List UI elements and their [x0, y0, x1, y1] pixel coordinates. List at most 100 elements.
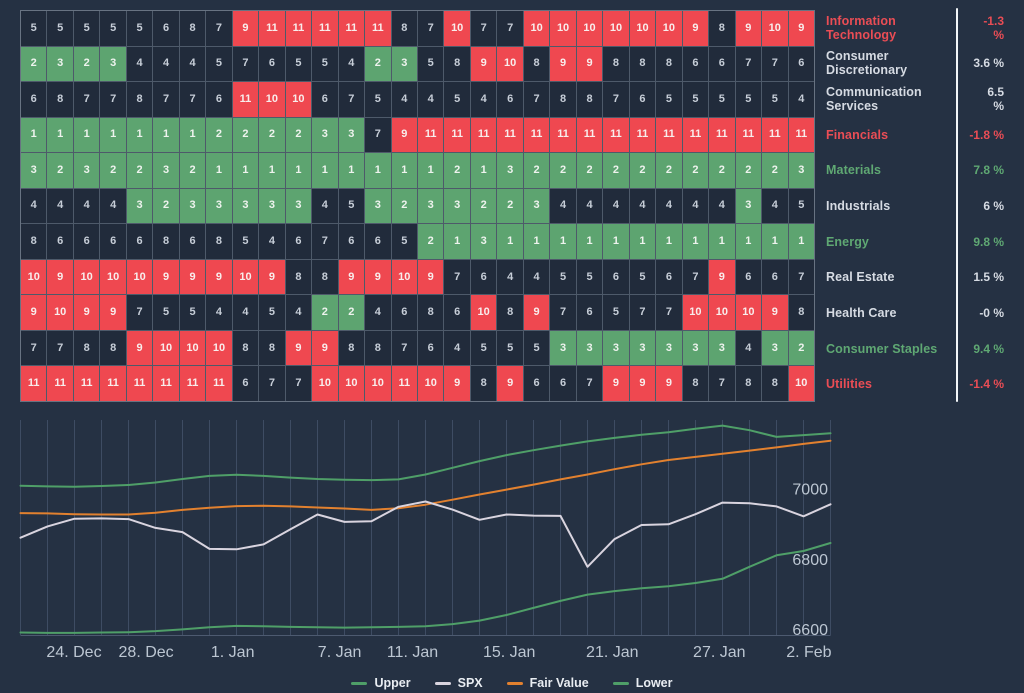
heatmap-cell[interactable]: 8 — [259, 330, 285, 366]
heatmap-cell[interactable]: 10 — [629, 11, 656, 46]
heatmap-cell[interactable]: 8 — [444, 46, 470, 82]
heatmap-cell[interactable]: 7 — [735, 46, 762, 82]
heatmap-cell[interactable]: 5 — [126, 11, 153, 46]
heatmap-cell[interactable]: 2 — [126, 153, 153, 188]
heatmap-cell[interactable]: 5 — [100, 11, 126, 46]
heatmap-cell[interactable]: 7 — [206, 11, 232, 46]
heatmap-cell[interactable]: 11 — [179, 366, 206, 401]
heatmap-cell[interactable]: 10 — [576, 11, 603, 46]
heatmap-cell[interactable]: 10 — [259, 82, 285, 117]
heatmap-cell[interactable]: 9 — [73, 295, 100, 330]
heatmap-cell[interactable]: 1 — [73, 117, 100, 153]
heatmap-cell[interactable]: 6 — [73, 224, 100, 259]
heatmap-cell[interactable]: 1 — [100, 117, 126, 153]
heatmap-cell[interactable]: 11 — [444, 117, 470, 153]
heatmap-cell[interactable]: 11 — [338, 11, 365, 46]
heatmap-cell[interactable]: 2 — [418, 224, 444, 259]
heatmap-cell[interactable]: 4 — [497, 259, 523, 295]
heatmap-cell[interactable]: 6 — [232, 366, 259, 401]
heatmap-cell[interactable]: 8 — [682, 366, 709, 401]
heatmap-cell[interactable]: 4 — [365, 295, 391, 330]
heatmap-cell[interactable]: 4 — [788, 82, 814, 117]
heatmap-cell[interactable]: 6 — [21, 82, 47, 117]
heatmap-cell[interactable]: 2 — [391, 188, 417, 224]
heatmap-cell[interactable]: 4 — [285, 295, 312, 330]
heatmap-cell[interactable]: 4 — [100, 188, 126, 224]
heatmap-cell[interactable]: 7 — [656, 295, 682, 330]
heatmap-cell[interactable]: 10 — [312, 366, 338, 401]
heatmap-cell[interactable]: 2 — [576, 153, 603, 188]
heatmap-cell[interactable]: 9 — [179, 259, 206, 295]
heatmap-cell[interactable]: 11 — [629, 117, 656, 153]
heatmap-cell[interactable]: 10 — [206, 330, 232, 366]
heatmap-cell[interactable]: 11 — [682, 117, 709, 153]
heatmap-cell[interactable]: 11 — [21, 366, 47, 401]
heatmap-cell[interactable]: 11 — [126, 366, 153, 401]
heatmap-cell[interactable]: 8 — [656, 46, 682, 82]
heatmap-cell[interactable]: 9 — [391, 117, 417, 153]
heatmap-cell[interactable]: 9 — [656, 366, 682, 401]
heatmap-cell[interactable]: 8 — [523, 46, 550, 82]
heatmap-cell[interactable]: 8 — [735, 366, 762, 401]
heatmap-cell[interactable]: 5 — [629, 259, 656, 295]
heatmap-cell[interactable]: 11 — [709, 117, 735, 153]
heatmap-cell[interactable]: 2 — [709, 153, 735, 188]
heatmap-cell[interactable]: 6 — [126, 224, 153, 259]
heatmap-cell[interactable]: 6 — [682, 46, 709, 82]
heatmap-cell[interactable]: 3 — [232, 188, 259, 224]
heatmap-cell[interactable]: 7 — [576, 366, 603, 401]
heatmap-cell[interactable]: 4 — [259, 224, 285, 259]
heatmap-cell[interactable]: 1 — [576, 224, 603, 259]
heatmap-cell[interactable]: 3 — [550, 330, 576, 366]
heatmap-cell[interactable]: 1 — [232, 153, 259, 188]
heatmap-cell[interactable]: 8 — [153, 224, 179, 259]
heatmap-cell[interactable]: 10 — [523, 11, 550, 46]
heatmap-cell[interactable]: 9 — [788, 11, 814, 46]
heatmap-cell[interactable]: 8 — [629, 46, 656, 82]
heatmap-cell[interactable]: 9 — [153, 259, 179, 295]
heatmap-cell[interactable]: 6 — [550, 366, 576, 401]
heatmap-cell[interactable]: 8 — [391, 11, 417, 46]
heatmap-cell[interactable]: 11 — [232, 82, 259, 117]
heatmap-cell[interactable]: 1 — [629, 224, 656, 259]
heatmap-cell[interactable]: 10 — [682, 295, 709, 330]
heatmap-cell[interactable]: 7 — [550, 295, 576, 330]
heatmap-cell[interactable]: 2 — [682, 153, 709, 188]
heatmap-cell[interactable]: 4 — [126, 46, 153, 82]
heatmap-cell[interactable]: 8 — [179, 11, 206, 46]
heatmap-cell[interactable]: 10 — [550, 11, 576, 46]
heatmap-cell[interactable]: 1 — [523, 224, 550, 259]
heatmap-cell[interactable]: 4 — [418, 82, 444, 117]
heatmap-cell[interactable]: 1 — [285, 153, 312, 188]
heatmap-cell[interactable]: 9 — [21, 295, 47, 330]
heatmap-cell[interactable]: 1 — [179, 117, 206, 153]
heatmap-cell[interactable]: 7 — [153, 82, 179, 117]
heatmap-cell[interactable]: 2 — [232, 117, 259, 153]
heatmap-cell[interactable]: 11 — [259, 11, 285, 46]
heatmap-cell[interactable]: 2 — [285, 117, 312, 153]
heatmap-cell[interactable]: 2 — [497, 188, 523, 224]
heatmap-cell[interactable]: 9 — [629, 366, 656, 401]
heatmap-cell[interactable]: 8 — [21, 224, 47, 259]
heatmap-cell[interactable]: 10 — [21, 259, 47, 295]
heatmap-cell[interactable]: 10 — [365, 366, 391, 401]
heatmap-cell[interactable]: 4 — [47, 188, 73, 224]
heatmap-cell[interactable]: 11 — [735, 117, 762, 153]
heatmap-cell[interactable]: 4 — [73, 188, 100, 224]
heatmap-cell[interactable]: 3 — [259, 188, 285, 224]
heatmap-cell[interactable]: 9 — [682, 11, 709, 46]
heatmap-cell[interactable]: 10 — [497, 46, 523, 82]
heatmap-cell[interactable]: 6 — [709, 46, 735, 82]
heatmap-cell[interactable]: 2 — [735, 153, 762, 188]
heatmap-cell[interactable]: 6 — [338, 224, 365, 259]
heatmap-cell[interactable]: 10 — [285, 82, 312, 117]
heatmap-cell[interactable]: 1 — [206, 153, 232, 188]
heatmap-cell[interactable]: 5 — [523, 330, 550, 366]
heatmap-cell[interactable]: 5 — [179, 295, 206, 330]
heatmap-cell[interactable]: 10 — [444, 11, 470, 46]
heatmap-cell[interactable]: 5 — [73, 11, 100, 46]
heatmap-cell[interactable]: 7 — [523, 82, 550, 117]
heatmap-cell[interactable]: 1 — [47, 117, 73, 153]
heatmap-cell[interactable]: 3 — [788, 153, 814, 188]
heatmap-cell[interactable]: 7 — [444, 259, 470, 295]
